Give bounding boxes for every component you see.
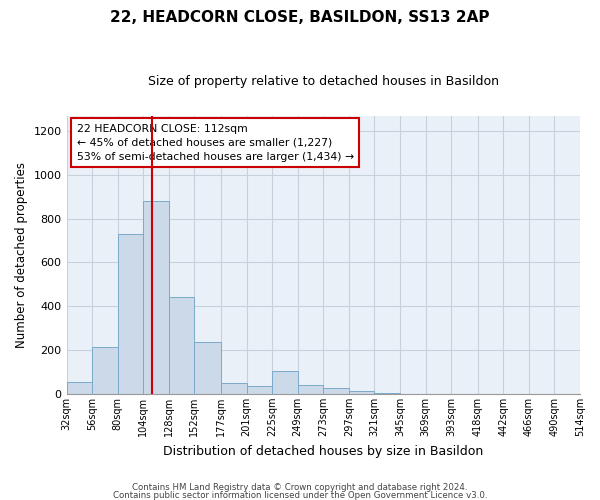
Title: Size of property relative to detached houses in Basildon: Size of property relative to detached ho… bbox=[148, 75, 499, 88]
X-axis label: Distribution of detached houses by size in Basildon: Distribution of detached houses by size … bbox=[163, 444, 484, 458]
Bar bbox=[92, 347, 118, 394]
Text: 22, HEADCORN CLOSE, BASILDON, SS13 2AP: 22, HEADCORN CLOSE, BASILDON, SS13 2AP bbox=[110, 10, 490, 25]
Text: Contains public sector information licensed under the Open Government Licence v3: Contains public sector information licen… bbox=[113, 490, 487, 500]
Bar bbox=[298, 385, 323, 394]
Text: 22 HEADCORN CLOSE: 112sqm
← 45% of detached houses are smaller (1,227)
53% of se: 22 HEADCORN CLOSE: 112sqm ← 45% of detac… bbox=[77, 124, 354, 162]
Bar bbox=[143, 202, 169, 394]
Bar bbox=[194, 342, 221, 394]
Bar bbox=[247, 386, 272, 394]
Bar bbox=[349, 390, 374, 394]
Bar bbox=[118, 234, 143, 394]
Text: Contains HM Land Registry data © Crown copyright and database right 2024.: Contains HM Land Registry data © Crown c… bbox=[132, 484, 468, 492]
Y-axis label: Number of detached properties: Number of detached properties bbox=[15, 162, 28, 348]
Bar bbox=[169, 298, 194, 394]
Bar bbox=[272, 371, 298, 394]
Bar bbox=[374, 393, 400, 394]
Bar bbox=[221, 383, 247, 394]
Bar bbox=[67, 382, 92, 394]
Bar bbox=[323, 388, 349, 394]
